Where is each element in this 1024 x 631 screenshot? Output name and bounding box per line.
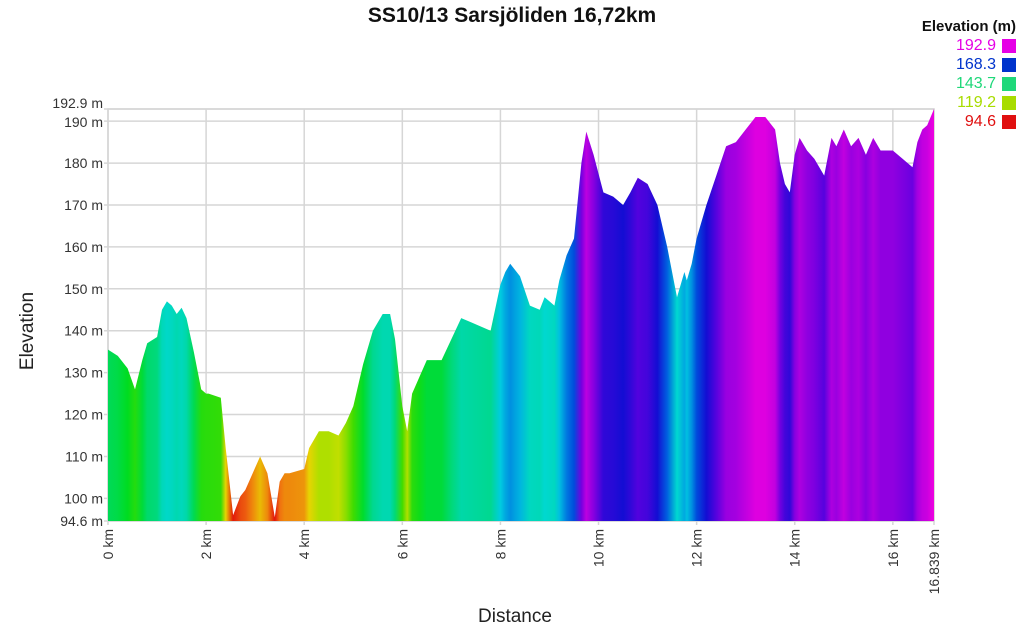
legend-swatch bbox=[1002, 57, 1016, 72]
legend-swatch bbox=[1002, 114, 1016, 129]
y-tick-label: 120 m bbox=[64, 407, 103, 423]
y-tick-label: 170 m bbox=[64, 197, 103, 213]
legend-value: 168.3 bbox=[955, 55, 996, 73]
x-axis-label: Distance bbox=[478, 606, 552, 627]
y-tick-label: 100 m bbox=[64, 490, 103, 506]
elevation-legend: Elevation (m) 192.9 168.3 143.7 119.2 94.6 bbox=[922, 18, 1016, 131]
x-tick-label: 10 km bbox=[591, 529, 607, 567]
legend-value: 192.9 bbox=[955, 36, 996, 54]
legend-swatch bbox=[1002, 95, 1016, 110]
y-axis-label: Elevation bbox=[17, 291, 38, 371]
legend-item: 119.2 bbox=[922, 93, 1016, 112]
y-tick-label: 180 m bbox=[64, 155, 103, 171]
legend-title: Elevation (m) bbox=[921, 18, 1016, 35]
x-tick-label: 14 km bbox=[787, 529, 803, 567]
y-tick-label: 190 m bbox=[64, 114, 103, 130]
x-tick-label: 0 km bbox=[100, 529, 116, 559]
legend-value: 119.2 bbox=[957, 93, 996, 111]
chart-title: SS10/13 Sarsjöliden 16,72km bbox=[367, 4, 657, 27]
x-tick-label: 16.839 km bbox=[926, 529, 942, 594]
y-tick-label: 130 m bbox=[64, 365, 103, 381]
legend-item: 94.6 bbox=[922, 112, 1016, 131]
x-tick-label: 8 km bbox=[492, 529, 508, 559]
x-tick-label: 4 km bbox=[296, 529, 312, 559]
legend-swatch bbox=[1002, 38, 1016, 53]
legend-item: 143.7 bbox=[922, 74, 1016, 93]
y-tick-label: 140 m bbox=[64, 323, 103, 339]
y-tick-label: 94.6 m bbox=[60, 513, 103, 529]
x-tick-label: 12 km bbox=[689, 529, 705, 567]
legend-swatch bbox=[1002, 76, 1016, 91]
y-tick-label: 150 m bbox=[64, 281, 103, 297]
x-tick-label: 6 km bbox=[394, 529, 410, 559]
y-tick-label: 110 m bbox=[65, 448, 103, 464]
y-tick-label: 160 m bbox=[64, 239, 103, 255]
y-axis-ticks: 192.9 m 190 m 180 m 170 m 160 m 150 m 140 m 130… bbox=[52, 95, 103, 529]
y-tick-label: 192.9 m bbox=[52, 95, 103, 111]
legend-item: 192.9 bbox=[922, 36, 1016, 55]
x-tick-label: 16 km bbox=[885, 529, 901, 567]
legend-item: 168.3 bbox=[922, 55, 1016, 74]
legend-value: 94.6 bbox=[964, 112, 996, 130]
elevation-area bbox=[108, 109, 934, 521]
legend-value: 143.7 bbox=[955, 74, 996, 92]
x-axis-ticks: 0 km 2 km 4 km 6 km 8 km 10 km 12 km 14 km 16 km… bbox=[100, 529, 942, 594]
x-tick-label: 2 km bbox=[198, 529, 214, 559]
